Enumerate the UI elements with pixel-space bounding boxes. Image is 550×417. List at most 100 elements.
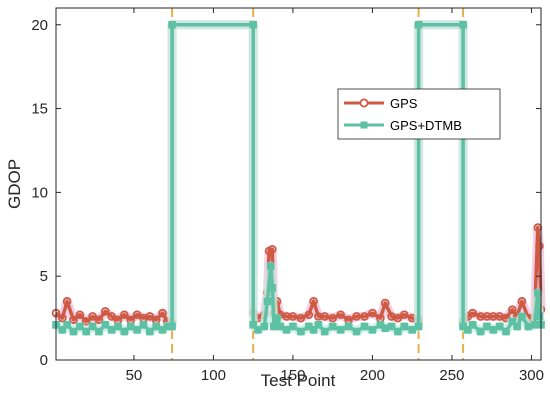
data-point <box>309 326 318 334</box>
data-point <box>368 326 377 334</box>
data-point <box>394 327 402 336</box>
y-tick-label: 10 <box>31 184 48 201</box>
data-point <box>368 308 377 318</box>
data-point <box>530 321 539 329</box>
data-point <box>524 322 533 331</box>
data-point <box>352 327 361 336</box>
data-point <box>381 324 389 332</box>
data-point <box>517 297 527 306</box>
data-point <box>464 326 472 334</box>
y-tick-label: 0 <box>40 352 48 369</box>
data-point <box>304 310 314 320</box>
data-point <box>508 305 517 315</box>
data-point <box>468 308 477 318</box>
data-point <box>535 241 544 251</box>
x-tick-label: 150 <box>280 367 305 384</box>
series-gps-dtmb <box>52 20 546 336</box>
legend-label: GPS+DTMB <box>390 118 462 133</box>
data-point <box>82 327 91 336</box>
data-point <box>513 322 521 331</box>
data-point <box>297 327 305 336</box>
y-axis: 0 5 10 15 20 <box>31 17 541 369</box>
data-point <box>107 326 116 334</box>
data-point <box>393 313 403 323</box>
data-point <box>126 322 135 331</box>
data-point <box>288 312 298 321</box>
data-point <box>502 327 510 336</box>
data-point <box>249 321 257 329</box>
data-point <box>69 315 78 325</box>
data-point <box>336 326 345 334</box>
plot-frame <box>55 7 542 361</box>
y-axis-title: GDOP <box>5 159 24 209</box>
data-point <box>296 313 306 323</box>
data-point <box>360 322 369 331</box>
data-point <box>63 321 71 329</box>
data-point <box>534 289 542 297</box>
data-point <box>270 322 278 331</box>
data-point <box>75 310 85 320</box>
data-point <box>95 327 103 336</box>
legend: GPS GPS+DTMB <box>337 88 501 140</box>
x-axis: 50 100 150 200 250 300 <box>126 8 544 384</box>
legend-marker <box>360 121 368 129</box>
data-point <box>94 315 104 325</box>
data-point <box>352 312 361 321</box>
data-point <box>360 312 369 321</box>
x-tick-label: 50 <box>126 367 143 384</box>
data-point <box>266 262 275 270</box>
data-point <box>336 310 345 320</box>
data-point <box>489 326 498 334</box>
data-point <box>468 321 477 329</box>
data-point <box>132 310 142 320</box>
data-point <box>168 322 176 331</box>
data-point <box>120 310 129 320</box>
data-point <box>495 322 504 331</box>
data-point <box>249 20 257 29</box>
x-tick-label: 100 <box>201 367 226 384</box>
y-tick-label: 5 <box>40 268 48 285</box>
x-tick-label: 300 <box>519 367 544 384</box>
data-point <box>168 20 176 29</box>
data-point <box>273 314 281 322</box>
data-point <box>145 312 155 321</box>
data-point <box>260 322 269 331</box>
plot-background <box>56 8 541 360</box>
data-point <box>158 308 167 318</box>
data-point <box>62 297 72 306</box>
data-point <box>414 322 423 331</box>
data-point <box>508 317 517 326</box>
data-point <box>263 297 272 306</box>
x-tick-label: 200 <box>360 367 385 384</box>
y-tick-label: 15 <box>31 101 48 118</box>
data-point <box>152 322 160 331</box>
data-point <box>146 327 154 336</box>
series-layer <box>51 20 546 336</box>
data-point <box>267 245 277 254</box>
data-point <box>459 20 467 29</box>
y-tick-label: 20 <box>31 17 48 34</box>
data-point <box>314 321 323 329</box>
data-point <box>268 284 277 292</box>
data-point <box>100 307 110 316</box>
data-point <box>120 327 129 336</box>
data-point <box>387 322 396 331</box>
x-tick-label: 250 <box>439 367 464 384</box>
data-point <box>320 327 329 336</box>
data-point <box>289 322 297 331</box>
data-point <box>76 322 84 331</box>
legend-box <box>337 88 501 140</box>
data-point <box>400 322 409 331</box>
data-point <box>518 312 526 321</box>
data-point <box>476 327 485 336</box>
legend-marker <box>359 98 369 108</box>
data-point <box>133 326 141 334</box>
data-point <box>282 326 291 334</box>
data-point <box>58 313 67 323</box>
x-axis-title: Test Point <box>261 371 336 390</box>
data-point <box>483 322 491 331</box>
data-point <box>254 326 262 334</box>
data-point <box>139 321 148 329</box>
data-point <box>414 20 423 29</box>
